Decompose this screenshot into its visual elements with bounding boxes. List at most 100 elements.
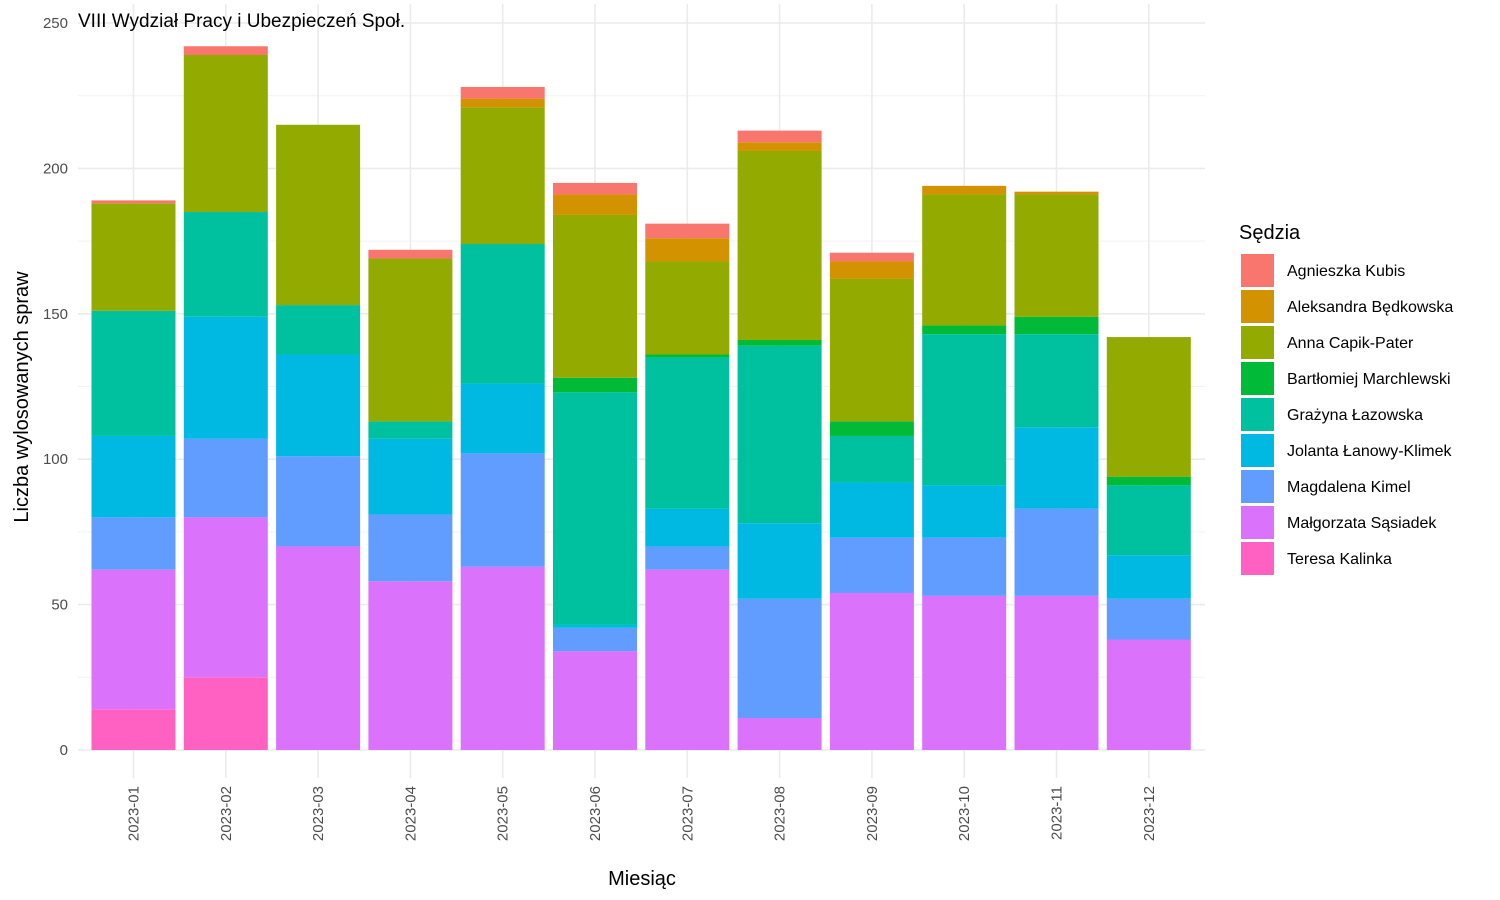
bar-segment <box>183 54 268 213</box>
bar-segment <box>1014 508 1099 596</box>
x-axis-title: Miesiąc <box>608 868 676 890</box>
bar-segment <box>553 194 637 215</box>
legend-swatch <box>1241 470 1274 503</box>
bar-segment <box>645 357 730 509</box>
bar-segment <box>368 249 453 259</box>
legend-label: Grażyna Łazowska <box>1287 407 1423 424</box>
bar-segment <box>829 278 914 422</box>
y-tick-label: 200 <box>43 160 68 177</box>
bar-segment <box>645 223 730 239</box>
y-tick-label: 50 <box>51 597 68 614</box>
bar-stack-2023-06 <box>553 182 637 750</box>
bar-segment <box>1106 598 1191 640</box>
bar-segment <box>737 130 822 143</box>
bar-segment <box>183 677 268 750</box>
legend-label: Magdalena Kimel <box>1287 479 1411 496</box>
bar-stacks <box>91 46 1191 750</box>
bar-segment <box>368 438 453 515</box>
bar-segment <box>737 598 822 719</box>
bar-segment <box>737 523 822 599</box>
y-tick-label: 250 <box>43 15 68 32</box>
bar-segment <box>1014 194 1099 317</box>
bar-segment <box>645 569 730 750</box>
legend-item: Bartłomiej Marchlewski <box>1241 362 1451 395</box>
bar-segment <box>553 651 637 750</box>
bar-segment <box>276 456 361 547</box>
legend-swatch <box>1241 362 1274 395</box>
x-tick-label: 2023-09 <box>864 786 881 841</box>
bar-segment <box>460 383 545 454</box>
bar-segment <box>645 546 730 570</box>
y-tick-label: 150 <box>43 306 68 323</box>
bar-segment <box>183 517 268 678</box>
bar-segment <box>645 354 730 358</box>
bar-segment <box>1014 595 1099 750</box>
x-tick-label: 2023-05 <box>495 786 512 841</box>
legend-item: Aleksandra Będkowska <box>1241 290 1453 323</box>
bar-segment <box>1106 485 1191 556</box>
legend-swatch <box>1241 290 1274 323</box>
bar-segment <box>91 200 176 204</box>
bar-segment <box>922 194 1007 326</box>
y-tick-label: 0 <box>60 742 68 759</box>
legend-item: Magdalena Kimel <box>1241 470 1411 503</box>
bar-segment <box>1014 427 1099 509</box>
legend-label: Małgorzata Sąsiadek <box>1287 515 1437 532</box>
x-tick-label: 2023-02 <box>218 786 235 841</box>
bar-segment <box>276 124 361 306</box>
bar-stack-2023-07 <box>645 223 730 750</box>
bar-segment <box>737 142 822 151</box>
legend-swatch <box>1241 398 1274 431</box>
bar-segment <box>183 438 268 518</box>
bar-segment <box>829 482 914 538</box>
bar-segment <box>91 569 176 710</box>
x-tick-label: 2023-04 <box>402 786 419 841</box>
y-axis-title: Liczba wylosowanych spraw <box>11 271 33 523</box>
x-tick-label: 2023-10 <box>956 786 973 841</box>
legend-item: Agnieszka Kubis <box>1241 254 1405 287</box>
bar-stack-2023-05 <box>460 86 545 750</box>
bar-segment <box>829 435 914 483</box>
bar-stack-2023-08 <box>737 130 822 750</box>
legend-swatch <box>1241 326 1274 359</box>
bar-segment <box>91 517 176 570</box>
legend-swatch <box>1241 506 1274 539</box>
bar-segment <box>829 421 914 436</box>
y-axis-ticks: 0 50 100 150 200 250 <box>43 15 68 759</box>
legend-swatch <box>1241 434 1274 467</box>
bar-segment <box>183 46 268 55</box>
bar-segment <box>460 566 545 750</box>
bar-segment <box>183 212 268 317</box>
bar-stack-2023-02 <box>183 46 268 750</box>
bar-segment <box>1106 476 1191 486</box>
y-tick-label: 100 <box>43 451 68 468</box>
bar-stack-2023-09 <box>829 252 914 750</box>
bar-segment <box>553 377 637 393</box>
bar-segment <box>1106 555 1191 599</box>
bar-segment <box>922 325 1007 335</box>
x-tick-label: 2023-12 <box>1141 786 1158 841</box>
bar-segment <box>91 310 176 436</box>
bar-segment <box>645 261 730 355</box>
bar-segment <box>1106 639 1191 750</box>
bar-segment <box>91 709 176 750</box>
bar-segment <box>276 546 361 750</box>
legend-title: Sędzia <box>1239 222 1301 244</box>
bar-segment <box>645 508 730 547</box>
bar-segment <box>1014 316 1099 335</box>
bar-segment <box>737 345 822 524</box>
legend-label: Jolanta Łanowy-Klimek <box>1287 443 1453 460</box>
bar-segment <box>922 185 1007 195</box>
bar-segment <box>460 453 545 567</box>
bar-segment <box>368 258 453 422</box>
bar-segment <box>737 339 822 346</box>
x-tick-label: 2023-03 <box>310 786 327 841</box>
bar-segment <box>368 421 453 439</box>
bar-segment <box>1014 334 1099 428</box>
bar-stack-2023-03 <box>276 124 361 750</box>
bar-segment <box>553 214 637 378</box>
bar-segment <box>737 150 822 340</box>
bar-segment <box>368 581 453 750</box>
bar-segment <box>1014 191 1099 195</box>
bar-segment <box>276 354 361 457</box>
